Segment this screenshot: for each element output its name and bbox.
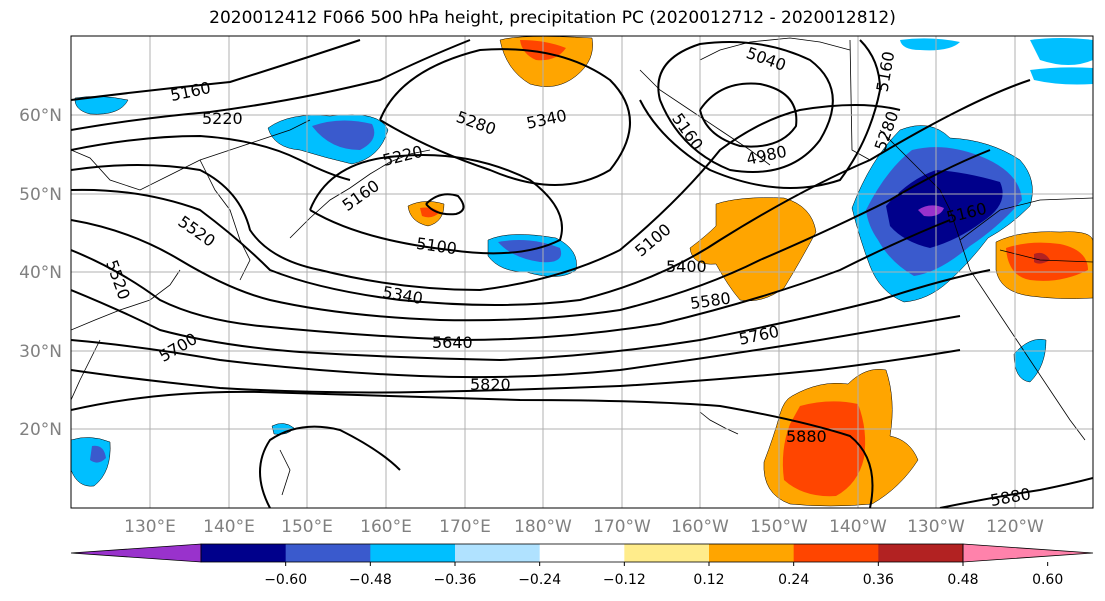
colorbar-tick-label: −0.36 <box>434 572 477 588</box>
contour-label: 5820 <box>470 375 511 394</box>
longitude-labels: 130°E 140°E 150°E 160°E 170°E 180°W 170°… <box>124 517 1044 537</box>
lon-label: 140°E <box>203 517 255 537</box>
colorbar-tick-label: −0.48 <box>349 572 392 588</box>
lon-label: 160°E <box>360 517 412 537</box>
colorbar-tick-label: 0.24 <box>778 572 809 588</box>
colorbar-swatch <box>370 544 456 562</box>
lon-label: 130°W <box>907 517 965 537</box>
latitude-labels: 60°N 50°N 40°N 30°N 20°N <box>19 106 62 440</box>
colorbar-tick-label: 0.36 <box>863 572 894 588</box>
colorbar-extension-max <box>962 543 1094 563</box>
lon-label: 170°W <box>593 517 651 537</box>
height-contours <box>71 39 1093 508</box>
contour-label: 5880 <box>989 484 1032 510</box>
lon-label: 130°E <box>124 517 176 537</box>
lon-label: 140°W <box>829 517 887 537</box>
contour-label: 5220 <box>202 109 243 128</box>
colorbar-tick-label: −0.12 <box>603 572 646 588</box>
colorbar-tick-label: 0.12 <box>693 572 724 588</box>
precip-positive-shading <box>407 36 1093 507</box>
lon-label: 150°W <box>750 517 808 537</box>
colorbar-tick-label: 0.60 <box>1032 572 1063 588</box>
map-frame <box>70 35 1094 509</box>
colorbar-tick-label: −0.60 <box>264 572 307 588</box>
colorbar-swatch <box>201 544 287 562</box>
lat-label: 30°N <box>19 342 62 362</box>
colorbar: −0.60 −0.48 −0.36 −0.24 −0.12 0.12 0.24 0.36 0.4… <box>70 543 1094 588</box>
lon-label: 120°W <box>986 517 1044 537</box>
lon-label: 160°W <box>671 517 729 537</box>
lat-label: 20°N <box>19 420 62 440</box>
lon-label: 180°W <box>514 517 572 537</box>
colorbar-swatch <box>285 544 371 562</box>
colorbar-swatch <box>709 544 795 562</box>
lat-label: 60°N <box>19 106 62 126</box>
colorbar-tick-label: 0.48 <box>947 572 978 588</box>
colorbar-swatch <box>624 544 710 562</box>
colorbar-border <box>200 543 964 563</box>
lon-label: 170°E <box>439 517 491 537</box>
lat-label: 50°N <box>19 185 62 205</box>
colorbar-swatch <box>793 544 879 562</box>
colorbar-extension-min <box>70 543 202 563</box>
colorbar-swatch <box>878 544 964 562</box>
colorbar-swatch <box>539 544 625 562</box>
lon-label: 150°E <box>281 517 333 537</box>
contour-label: 5880 <box>786 427 827 446</box>
map-title: 2020012412 F066 500 hPa height, precipit… <box>209 8 896 28</box>
graticule <box>71 36 1093 508</box>
contour-label: 5400 <box>666 257 707 276</box>
colorbar-tick-label: −0.24 <box>518 572 561 588</box>
precip-negative-shading <box>71 38 1093 487</box>
coastlines <box>71 37 1093 496</box>
lat-label: 40°N <box>19 263 62 283</box>
colorbar-swatch <box>455 544 541 562</box>
contour-label: 5640 <box>432 333 473 352</box>
